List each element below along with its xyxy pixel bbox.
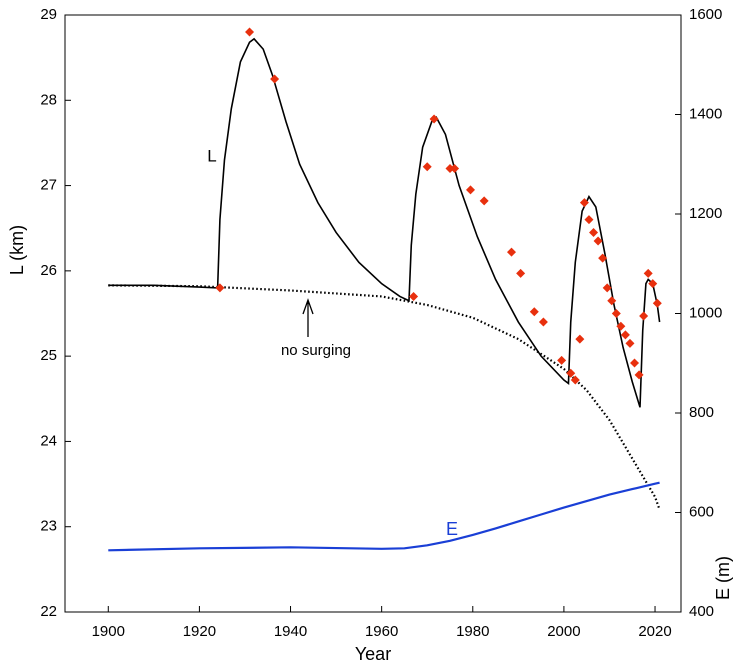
annotation: E [446, 519, 458, 539]
annotation-arrow [302, 298, 314, 337]
y-tick-label: 24 [40, 432, 57, 449]
observation-marker [529, 307, 539, 317]
observation-marker [566, 368, 576, 378]
observation-marker [648, 279, 658, 289]
observation-marker [445, 164, 455, 174]
plot-frame [64, 14, 682, 613]
observation-marker [616, 321, 626, 331]
x-tick-label: 1920 [183, 623, 216, 640]
observation-marker [643, 268, 653, 278]
e-line [108, 481, 660, 552]
x-tick-label: 1980 [456, 623, 489, 640]
observation-marker [620, 330, 630, 340]
observation-marker [215, 283, 225, 293]
observation-marker [538, 317, 548, 327]
y2-tick-label: 600 [689, 503, 714, 520]
y2-tick-label: 1200 [689, 205, 722, 222]
x-tick-label: 1940 [274, 623, 307, 640]
x-tick-label: 1900 [92, 623, 125, 640]
observation-marker [570, 375, 580, 385]
observation-marker [557, 355, 567, 365]
y2-tick-label: 1600 [689, 6, 722, 23]
y-tick-label: 23 [40, 518, 57, 535]
y2-tick-label: 400 [689, 603, 714, 620]
y-tick-label: 22 [40, 603, 57, 620]
y-axis-title: L (km) [7, 225, 27, 275]
y2-axis-title: E (m) [713, 556, 733, 600]
observation-marker [602, 283, 612, 293]
x-tick-label: 2020 [638, 623, 671, 640]
observation-marker [630, 358, 640, 368]
observation-marker [466, 185, 476, 195]
observation-marker [598, 253, 608, 263]
y2-tick-label: 1000 [689, 304, 722, 321]
y-tick-label: 26 [40, 262, 57, 279]
observation-marker [584, 215, 594, 225]
l-line [108, 284, 661, 511]
observation-marker [245, 27, 255, 37]
observation-marker [270, 74, 280, 84]
observation-marker [579, 198, 589, 208]
y-tick-label: 27 [40, 177, 57, 194]
y-tick-label: 28 [40, 91, 57, 108]
observation-marker [429, 114, 439, 124]
observation-marker [422, 162, 432, 172]
observation-marker [607, 296, 617, 306]
observation-marker [479, 196, 489, 206]
observation-marker [589, 227, 599, 237]
observation-marker [652, 298, 662, 308]
annotation: no surging [281, 342, 351, 359]
observation-marker [516, 268, 526, 278]
observation-marker [450, 164, 460, 174]
y2-tick-label: 800 [689, 404, 714, 421]
observation-marker [409, 291, 419, 301]
l-line [108, 37, 661, 408]
y2-tick-label: 1400 [689, 105, 722, 122]
observation-marker [625, 338, 635, 348]
observation-marker [611, 309, 621, 318]
annotation: L [207, 146, 216, 165]
observation-marker [507, 247, 517, 257]
x-axis-title: Year [355, 644, 391, 664]
y-tick-label: 25 [40, 347, 57, 364]
x-tick-label: 2000 [547, 623, 580, 640]
observation-marker [575, 334, 585, 344]
observation-marker [593, 236, 603, 246]
x-tick-label: 1960 [365, 623, 398, 640]
observation-marker [634, 370, 644, 380]
y-tick-label: 29 [40, 6, 57, 23]
observation-marker [639, 311, 649, 321]
